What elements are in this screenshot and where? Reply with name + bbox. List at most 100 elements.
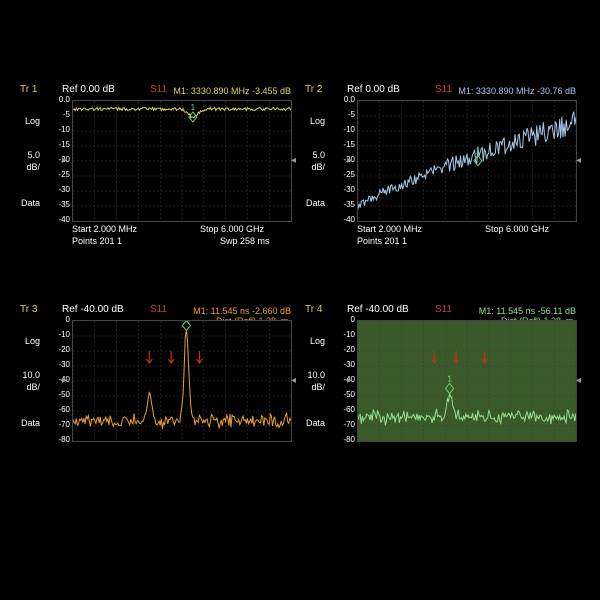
ytick-label: -10 [50,331,70,339]
marker-diamond [446,384,454,394]
ytick-label: -30 [335,186,355,194]
ytick-label: -60 [335,406,355,414]
side-label: dB/ [297,382,325,392]
svg-text:1: 1 [476,147,481,156]
side-label: Log [297,116,325,126]
ytick-label: 0.0 [50,96,70,104]
analyzer-stage: Tr 1 Ref 0.00 dB S11 M1: 3330.890 MHz -3.45… [20,80,580,520]
side-label: 5.0 [12,150,40,160]
marker-readout: M1: 3330.890 MHz -3.455 dB [173,86,291,96]
ref-label: Ref 0.00 dB [347,84,400,95]
side-label: dB/ [297,162,325,172]
ytick-label: -5 [335,111,355,119]
side-label: Data [12,418,40,428]
ref-indicator-left: ▸ [62,155,67,166]
ytick-label: -80 [50,436,70,444]
ytick-label: -50 [50,391,70,399]
side-label: dB/ [12,162,40,172]
side-label: Log [12,336,40,346]
side-label: Data [12,198,40,208]
panel-tr1: Tr 1 Ref 0.00 dB S11 M1: 3330.890 MHz -3.45… [20,80,295,280]
plot-area[interactable]: 1 [72,320,292,442]
svg-text:1: 1 [191,103,196,112]
start-freq: Start 2.000 MHz [72,224,137,234]
ref-indicator-right: ◂ [291,155,296,166]
ytick-label: 0 [335,316,355,324]
side-label: 5.0 [297,150,325,160]
trace-line [73,107,291,118]
ref-label: Ref -40.00 dB [347,304,409,315]
ytick-label: 0 [50,316,70,324]
marker-readout: M1: 3330.890 MHz -30.76 dB [458,86,576,96]
points-label: Points 201 1 [72,236,122,246]
marker-readout: M1: 11.545 ns -56.11 dB [479,306,576,316]
ytick-label: -15 [50,141,70,149]
side-label: Log [297,336,325,346]
ytick-label: -25 [335,171,355,179]
ref-indicator-right: ◂ [291,375,296,386]
ytick-label: -40 [335,216,355,224]
s-param-label: S11 [150,304,167,315]
side-label: Data [297,418,325,428]
plot-area[interactable]: 1 [357,100,577,222]
s-param-label: S11 [435,304,452,315]
trace-label: Tr 1 [20,84,37,95]
side-label: dB/ [12,382,40,392]
ytick-label: -30 [50,186,70,194]
ytick-label: -10 [335,126,355,134]
arrow-marker [481,351,487,363]
arrow-marker [431,351,437,363]
s-param-label: S11 [435,84,452,95]
ytick-label: -60 [50,406,70,414]
plot-area[interactable]: 1 [72,100,292,222]
sweep-label: Swp 258 ms [220,236,270,246]
ytick-label: -50 [335,391,355,399]
arrow-marker [453,351,459,363]
ytick-label: -20 [335,346,355,354]
trace-label: Tr 3 [20,304,37,315]
ytick-label: -10 [50,126,70,134]
plot-area[interactable]: 1 [357,320,577,442]
marker-readout: M1: 11.545 ns -2.660 dB [193,306,291,316]
start-freq: Start 2.000 MHz [357,224,422,234]
s-param-label: S11 [150,84,167,95]
side-label: 10.0 [12,370,40,380]
panel-tr2: Tr 2 Ref 0.00 dB S11 M1: 3330.890 MHz -30.7… [305,80,580,280]
ref-indicator-right: ◂ [576,375,581,386]
ytick-label: -10 [335,331,355,339]
ytick-label: -20 [50,346,70,354]
side-label: Log [12,116,40,126]
points-label: Points 201 1 [357,236,407,246]
ytick-label: -25 [50,171,70,179]
ytick-label: -15 [335,141,355,149]
marker-diamond [182,321,190,331]
ytick-label: -70 [50,421,70,429]
ref-label: Ref 0.00 dB [62,84,115,95]
ref-label: Ref -40.00 dB [62,304,124,315]
ytick-label: -80 [335,436,355,444]
side-label: Data [297,198,325,208]
ref-indicator-left: ▸ [62,375,67,386]
ref-indicator-left: ▸ [347,375,352,386]
ref-indicator-left: ▸ [347,155,352,166]
svg-text:1: 1 [447,375,452,384]
trace-label: Tr 4 [305,304,322,315]
panel-tr4: Tr 4 Ref -40.00 dB S11 M1: 11.545 ns -56.11… [305,300,580,500]
arrow-marker [146,351,152,363]
ytick-label: -5 [50,111,70,119]
ytick-label: -35 [335,201,355,209]
ytick-label: -35 [50,201,70,209]
stop-freq: Stop 6.000 GHz [200,224,264,234]
ytick-label: -40 [50,216,70,224]
ytick-label: -30 [50,361,70,369]
ytick-label: -30 [335,361,355,369]
arrow-marker [168,351,174,363]
side-label: 10.0 [297,370,325,380]
panel-tr3: Tr 3 Ref -40.00 dB S11 M1: 11.545 ns -2.660… [20,300,295,500]
arrow-marker [196,351,202,363]
ytick-label: 0.0 [335,96,355,104]
stop-freq: Stop 6.000 GHz [485,224,549,234]
trace-label: Tr 2 [305,84,322,95]
ytick-label: -70 [335,421,355,429]
ref-indicator-right: ◂ [576,155,581,166]
